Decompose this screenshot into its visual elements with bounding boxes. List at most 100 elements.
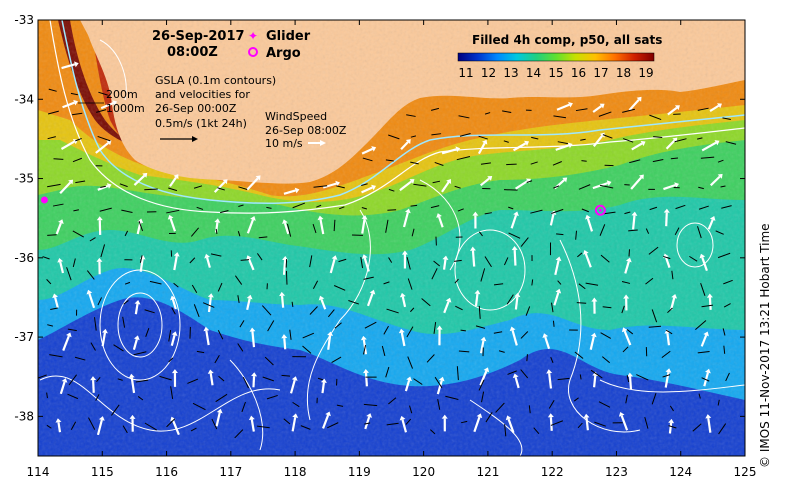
wind-arrowhead [317, 215, 324, 221]
current-arrow [192, 402, 206, 411]
current-arrow [217, 187, 225, 191]
wind-arrow [668, 422, 673, 434]
current-arrow [665, 329, 673, 335]
wind-arrow [173, 255, 178, 271]
wind-arrowhead [436, 213, 442, 218]
wind-arrowhead [455, 146, 461, 153]
wind-arrow [665, 139, 676, 150]
current-arrow [312, 280, 319, 289]
current-arrow [138, 220, 144, 232]
wind-arrow [554, 260, 560, 276]
vector-field [38, 61, 737, 439]
current-arrow [478, 305, 481, 319]
gsla-annotation: GSLA (0.1m contours) and velocities for … [155, 74, 276, 142]
isobath-200m-label: 200m [106, 88, 138, 101]
current-arrow [520, 237, 529, 247]
current-arrow [581, 160, 587, 162]
current-arrow [503, 140, 509, 143]
wind-arrowhead [590, 332, 597, 338]
current-arrow [72, 157, 83, 163]
current-arrow [692, 423, 702, 432]
wind-arrow [474, 293, 479, 307]
wind-arrow [55, 222, 62, 235]
current-arrow [97, 297, 103, 306]
wind-arrowhead [369, 289, 376, 295]
current-arrow [312, 223, 317, 234]
current-arrow [238, 204, 244, 207]
current-arrow [456, 366, 459, 381]
wind-arrowhead [505, 415, 512, 421]
wind-arrowhead [487, 176, 493, 181]
wind-line-2: 26-Sep 08:00Z [265, 124, 347, 137]
current-arrow [506, 294, 514, 305]
current-arrow [553, 115, 567, 119]
current-arrow [75, 137, 82, 142]
current-arrow [66, 267, 72, 281]
current-arrow [327, 309, 335, 318]
current-arrow [434, 376, 443, 389]
current-arrow [309, 306, 318, 315]
current-arrow [264, 356, 274, 366]
current-arrow [196, 206, 204, 210]
wind-arrow [364, 372, 368, 387]
wind-arrowhead [90, 376, 97, 381]
wind-arrowhead [631, 211, 638, 216]
wind-arrow [320, 299, 327, 310]
current-arrow [144, 309, 155, 314]
current-arrow [67, 328, 77, 332]
current-arrow [261, 305, 272, 316]
wind-arrow [442, 259, 447, 270]
wind-arrow [321, 382, 325, 394]
wind-arrow [620, 415, 629, 431]
current-arrow [316, 204, 322, 208]
wind-arrow [59, 181, 72, 195]
current-arrow [461, 420, 468, 424]
current-arrow [550, 420, 564, 426]
wind-arrowhead [623, 294, 630, 299]
current-arrow [526, 354, 528, 362]
wind-arrow [251, 331, 256, 348]
wind-arrowhead [167, 214, 174, 220]
wind-arrowhead [674, 182, 679, 188]
wind-arrowhead [663, 208, 670, 213]
wind-arrow [402, 212, 409, 228]
wind-arrowhead [398, 328, 405, 334]
current-arrow [122, 425, 128, 434]
wind-arrow [709, 175, 721, 187]
wind-arrow [364, 416, 371, 430]
current-arrow [720, 185, 726, 188]
wind-arrowhead [562, 177, 568, 183]
current-arrow [47, 136, 56, 140]
current-arrow [590, 369, 603, 379]
wind-arrowhead [96, 216, 103, 221]
wind-arrow [246, 298, 251, 311]
current-arrow [580, 138, 586, 141]
wind-arrow [665, 212, 668, 227]
current-arrow [717, 252, 731, 259]
wind-arrow [96, 419, 103, 436]
current-arrow [636, 374, 649, 381]
current-arrow [137, 396, 144, 401]
wind-arrowhead [436, 325, 443, 330]
current-arrow [698, 205, 709, 210]
wind-arrowhead [129, 414, 136, 419]
wind-arrow [62, 101, 75, 109]
current-arrow [557, 280, 562, 285]
current-arrow [698, 393, 701, 399]
current-arrow [531, 136, 539, 140]
wind-arrow [480, 177, 490, 187]
current-arrow [717, 159, 724, 163]
current-arrow [421, 298, 431, 307]
wind-arrow [707, 219, 714, 230]
wind-arrow [404, 379, 411, 392]
current-arrow [267, 320, 275, 332]
current-arrow [406, 326, 414, 338]
wind-arrowhead [513, 211, 519, 217]
current-arrow [493, 283, 504, 286]
wind-arrowhead [362, 368, 369, 374]
wind-arrow [139, 258, 144, 272]
current-arrow [317, 377, 324, 381]
current-arrow [406, 256, 411, 270]
current-arrow [73, 209, 80, 212]
wind-arrow [101, 332, 107, 347]
